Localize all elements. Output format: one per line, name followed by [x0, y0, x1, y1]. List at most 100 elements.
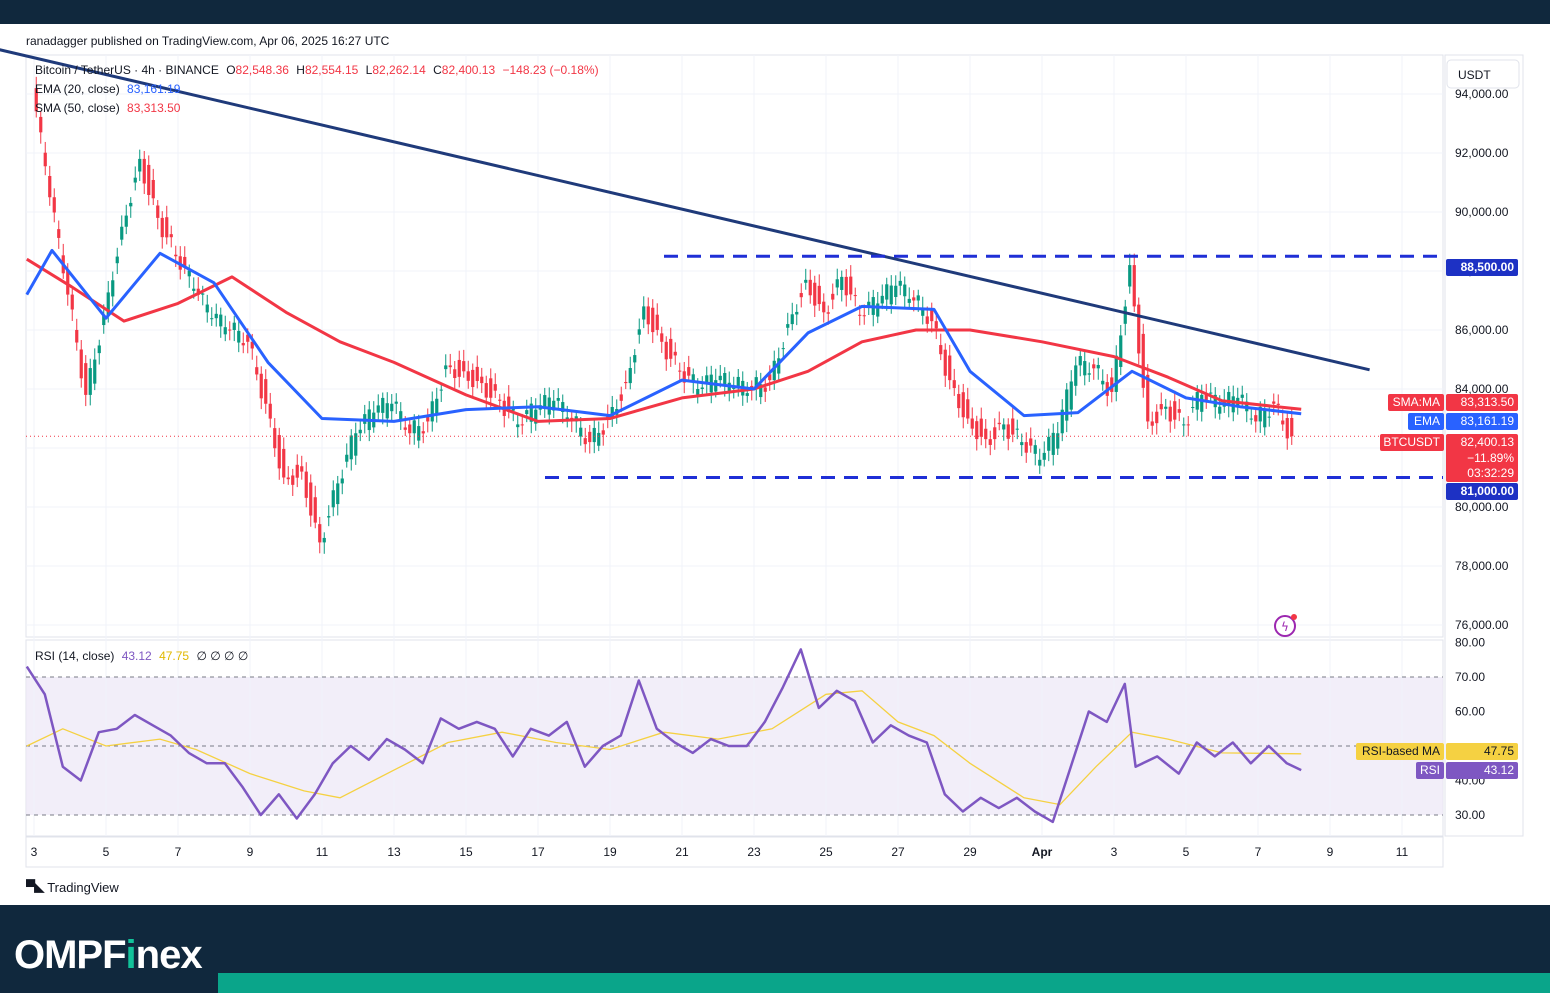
candle-body	[898, 280, 902, 286]
candle-body	[1015, 428, 1019, 430]
candle-body	[1209, 392, 1213, 394]
candle-body	[754, 377, 758, 389]
candle-body	[444, 365, 448, 370]
support-price-label: 81,000.00	[1461, 484, 1515, 498]
candle-body	[1006, 424, 1010, 439]
candle-body	[705, 375, 709, 384]
candle-body	[79, 349, 83, 379]
candle-body	[781, 348, 785, 350]
currency-button[interactable]	[1446, 59, 1520, 89]
time-tick-label: 21	[675, 845, 689, 859]
candle-body	[966, 399, 970, 419]
candle-body	[727, 382, 731, 394]
ompfinex-logo: OMPFinex	[14, 933, 203, 978]
candle-body	[1173, 401, 1177, 420]
rsi-tick-label: 70.00	[1455, 670, 1485, 684]
candle-body	[489, 378, 493, 398]
brand-part-c: nex	[135, 933, 203, 977]
candle-body	[817, 285, 821, 305]
candle-body	[610, 407, 614, 419]
candle-body	[1218, 406, 1222, 414]
candle-body	[151, 179, 155, 199]
candle-body	[862, 315, 866, 317]
candle-body	[624, 382, 628, 384]
symbol-title[interactable]: Bitcoin / TetherUS · 4h · BINANCE	[35, 63, 219, 77]
candle-body	[1146, 374, 1150, 422]
currency-label[interactable]: USDT	[1458, 68, 1491, 82]
candle-body	[318, 524, 322, 543]
candle-body	[1254, 415, 1258, 422]
time-tick-label: 13	[387, 845, 401, 859]
rsi-legend[interactable]: RSI (14, close) 43.12 47.75 ∅ ∅ ∅ ∅	[35, 649, 252, 663]
candle-body	[988, 439, 992, 445]
candle-body	[192, 288, 196, 291]
candle-body	[1087, 373, 1091, 375]
candle-body	[39, 116, 43, 133]
candle-body	[628, 368, 632, 384]
candle-body	[921, 307, 925, 316]
notification-dot	[1291, 614, 1297, 620]
candle-body	[214, 313, 218, 319]
candle-body	[583, 438, 587, 445]
candle-body	[1204, 394, 1208, 401]
rsi-axis-tag-box	[1416, 762, 1444, 779]
price-tick-label: 84,000.00	[1455, 382, 1509, 396]
candle-body	[957, 393, 961, 409]
candle-body	[66, 269, 70, 295]
price-pane[interactable]	[25, 54, 1444, 638]
candle-body	[930, 310, 934, 322]
candle-body	[52, 197, 56, 213]
candle-body	[70, 294, 74, 310]
candle-body	[691, 374, 695, 383]
time-tick-label: 5	[1183, 845, 1190, 859]
rsi-ma-line[interactable]	[26, 690, 1302, 806]
candle-body	[1074, 365, 1078, 386]
candle-body	[1069, 381, 1073, 410]
candle-body	[588, 431, 592, 443]
candle-body	[678, 370, 682, 372]
time-tick-label: 27	[891, 845, 905, 859]
time-tick-label: 9	[247, 845, 254, 859]
candle-body	[385, 403, 389, 419]
lightning-icon: ϟ	[1281, 620, 1289, 634]
rsi-line[interactable]	[25, 648, 1302, 824]
candle-body	[475, 366, 479, 381]
candle-body	[493, 384, 497, 391]
candle-body	[673, 351, 677, 356]
descending-trendline[interactable]	[0, 41, 1370, 372]
candle-body	[646, 306, 650, 325]
candle-body	[961, 392, 965, 418]
sma50-line[interactable]	[26, 257, 1302, 423]
candle-body	[84, 363, 88, 395]
ema-axis-tag-box	[1408, 413, 1444, 430]
ema20-line[interactable]	[25, 248, 1302, 423]
sma-legend-value: 83,313.50	[127, 101, 181, 115]
ema-legend[interactable]: EMA (20, close) 83,161.19	[35, 82, 184, 96]
sma-legend[interactable]: SMA (50, close) 83,313.50	[35, 101, 184, 115]
candle-body	[853, 295, 857, 297]
candle-body	[556, 397, 560, 401]
candle-body	[714, 380, 718, 392]
candle-body	[1281, 420, 1285, 425]
tradingview-logo[interactable]: ▀◣ TradingView	[26, 879, 119, 895]
candle-body	[1182, 424, 1186, 426]
candle-body	[687, 367, 691, 376]
event-marker-icon[interactable]	[1274, 615, 1296, 637]
candle-body	[498, 399, 502, 401]
candle-body	[1029, 438, 1033, 446]
candle-body	[1060, 409, 1064, 434]
candle-body	[529, 403, 533, 422]
candle-body	[453, 369, 457, 379]
candle-body	[835, 279, 839, 288]
candle-body	[75, 329, 79, 343]
price-tick-label: 80,000.00	[1455, 500, 1509, 514]
brand-part-a: OMPF	[14, 933, 127, 977]
top-bar	[0, 0, 1550, 24]
price-chart[interactable]: 94,000.0092,000.0090,000.0088,000.0086,0…	[0, 0, 1550, 905]
candle-body	[430, 401, 434, 422]
candle-body	[138, 158, 142, 172]
candle-body	[1056, 433, 1060, 449]
ohlc-change: −148.23 (−0.18%)	[502, 63, 599, 77]
candle-body	[736, 376, 740, 387]
time-axis-panel[interactable]	[25, 836, 1444, 868]
